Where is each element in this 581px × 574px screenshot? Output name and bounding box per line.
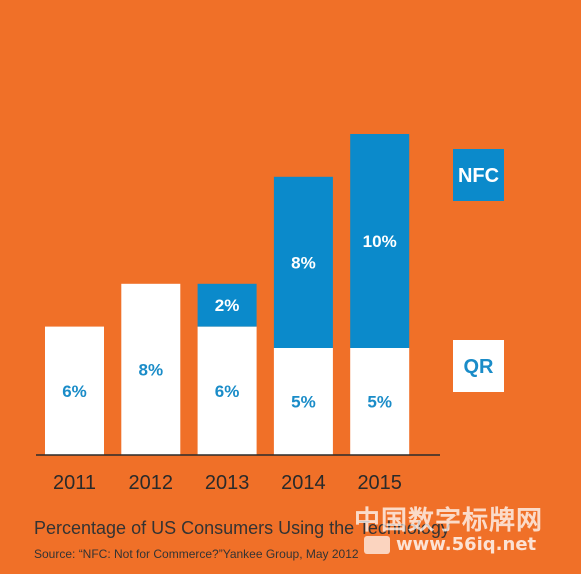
legend-swatch-nfc <box>453 149 504 201</box>
data-label-nfc-2014: 8% <box>291 253 316 272</box>
x-tick-label-2015: 2015 <box>357 472 402 494</box>
data-label-qr-2014: 5% <box>291 393 316 412</box>
bar-qr-2012 <box>121 283 181 455</box>
x-tick-label-2011: 2011 <box>53 472 96 494</box>
bar-qr-2014 <box>273 348 333 455</box>
legend: QR NFC <box>453 149 504 392</box>
chart-title: Percentage of US Consumers Using the Tec… <box>34 518 450 538</box>
segment-labels-layer: 6% 8% 6% 2% 5% 8% 5% 10% <box>62 232 397 412</box>
x-tick-label-2012: 2012 <box>129 472 174 494</box>
data-label-qr-2012: 8% <box>139 360 164 379</box>
data-label-nfc-2013: 2% <box>215 296 240 315</box>
data-label-qr-2015: 5% <box>367 393 392 412</box>
bar-qr-2013 <box>197 326 257 455</box>
bars-layer <box>45 134 410 455</box>
x-tick-label-2014: 2014 <box>281 472 326 494</box>
bar-qr-2011 <box>45 326 104 455</box>
bar-nfc-2013 <box>197 283 257 327</box>
bar-nfc-2015 <box>350 134 410 348</box>
watermark-chinese: 中国数字标牌网 <box>354 506 544 536</box>
data-label-qr-2013: 6% <box>215 382 240 401</box>
chart-source: Source: “NFC: Not for Commerce?”Yankee G… <box>34 547 359 561</box>
x-tick-labels: 2011 2012 2013 2014 2015 <box>53 472 402 494</box>
data-label-nfc-2015: 10% <box>363 232 397 251</box>
watermark-logo-icon <box>364 536 390 554</box>
legend-label-nfc: NFC <box>458 165 499 187</box>
bar-qr-2015 <box>350 348 410 455</box>
bar-nfc-2014 <box>273 176 333 348</box>
x-tick-label-2013: 2013 <box>205 472 250 494</box>
watermark-url: www.56iq.net <box>396 534 537 555</box>
legend-swatch-qr <box>453 340 504 392</box>
legend-label-qr: QR <box>464 356 495 378</box>
data-label-qr-2011: 6% <box>62 382 87 401</box>
